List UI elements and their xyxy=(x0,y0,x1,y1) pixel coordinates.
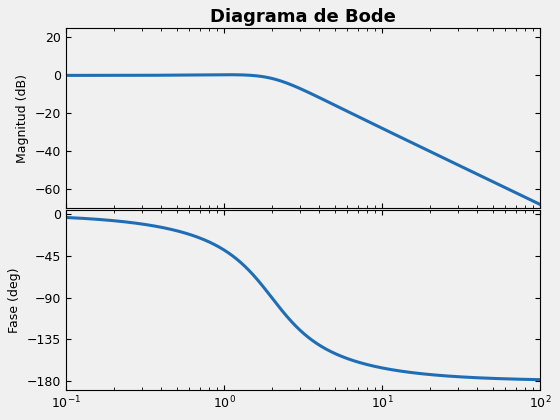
Title: Diagrama de Bode: Diagrama de Bode xyxy=(211,8,396,26)
Y-axis label: Magnitud (dB): Magnitud (dB) xyxy=(16,74,29,163)
Y-axis label: Fase (deg): Fase (deg) xyxy=(8,267,21,333)
